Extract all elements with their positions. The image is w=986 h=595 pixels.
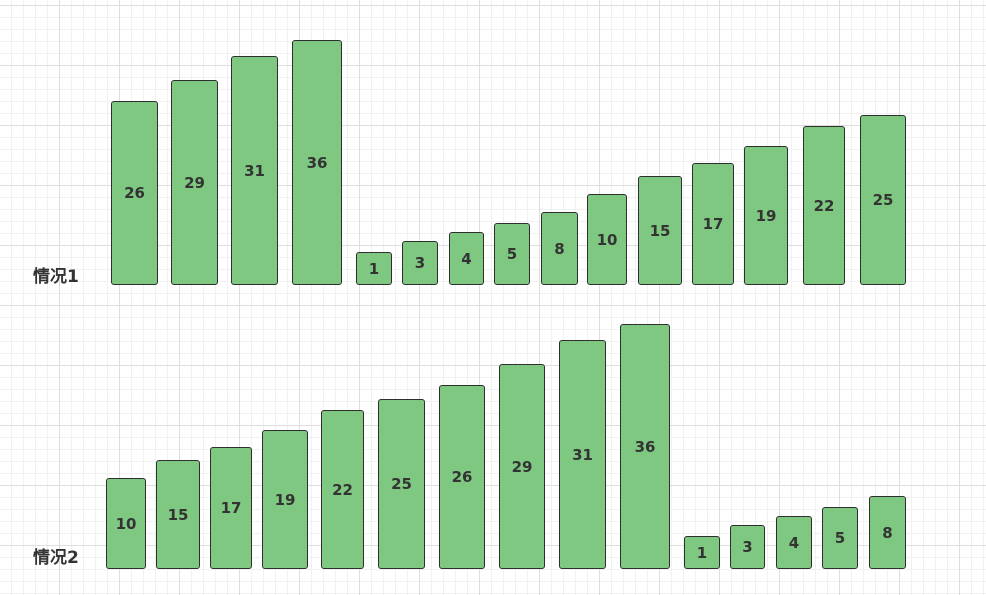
case-2-bar-4: 19 [262, 430, 308, 569]
bar-value-label: 10 [115, 514, 137, 533]
bar-value-label: 1 [368, 259, 380, 278]
case-1-bar-2: 29 [171, 80, 218, 285]
bar-value-label: 31 [244, 161, 265, 180]
case-1-bar-4: 36 [292, 40, 342, 285]
bar-value-label: 15 [649, 221, 671, 240]
bar-value-label: 4 [788, 533, 800, 552]
bar-value-label: 5 [834, 529, 846, 547]
bar-value-label: 25 [391, 475, 412, 493]
case-2-bar-15: 8 [869, 496, 906, 569]
case-1-label: 情况1 [33, 267, 79, 287]
case-2-bar-12: 3 [730, 525, 765, 569]
case-2-bar-3: 17 [210, 447, 252, 569]
case-1-bar-3: 31 [231, 56, 278, 285]
bar-value-label: 4 [461, 249, 472, 268]
bar-value-label: 26 [451, 468, 473, 486]
bar-value-label: 17 [702, 215, 724, 233]
bar-value-label: 29 [511, 457, 533, 476]
case-2-label: 情况2 [33, 548, 79, 568]
case-2-bar-14: 5 [822, 507, 858, 569]
case-2-bar-8: 29 [499, 364, 545, 569]
case-1-bar-12: 17 [692, 163, 734, 285]
bar-value-label: 5 [506, 245, 518, 263]
case-2-bar-10: 36 [620, 324, 670, 569]
case-2-bar-2: 15 [156, 460, 200, 569]
case-1-bar-9: 8 [541, 212, 578, 285]
case-1-bar-15: 25 [860, 115, 906, 285]
bar-value-label: 8 [554, 239, 565, 258]
bar-value-label: 22 [332, 480, 353, 499]
case-1-bar-13: 19 [744, 146, 788, 285]
bar-value-label: 3 [414, 254, 426, 272]
case-2-bar-6: 25 [378, 399, 425, 569]
case-2-bar-11: 1 [684, 536, 720, 569]
case-1-bar-8: 5 [494, 223, 530, 285]
case-2-bar-13: 4 [776, 516, 812, 569]
case-2-bar-7: 26 [439, 385, 485, 569]
bar-value-label: 19 [755, 206, 777, 225]
bar-value-label: 3 [742, 538, 753, 556]
bar-value-label: 1 [696, 543, 708, 562]
bar-value-label: 8 [882, 523, 893, 542]
case-1-bar-1: 26 [111, 101, 158, 285]
bar-value-label: 15 [167, 505, 189, 524]
case-1-bar-11: 15 [638, 176, 682, 285]
bar-value-label: 17 [220, 499, 242, 517]
case-2-bar-1: 10 [106, 478, 146, 569]
case-1-bar-6: 3 [402, 241, 438, 285]
bar-value-label: 36 [306, 153, 328, 172]
bar-value-label: 25 [872, 191, 894, 209]
bar-value-label: 36 [634, 437, 656, 456]
bar-value-label: 31 [572, 445, 593, 464]
case-1-bar-14: 22 [803, 126, 845, 285]
bar-value-label: 26 [124, 184, 145, 202]
case-1-bar-5: 1 [356, 252, 392, 285]
case-2-bar-9: 31 [559, 340, 606, 569]
bar-value-label: 22 [813, 196, 835, 215]
bar-value-label: 29 [184, 173, 205, 192]
case-1-bar-10: 10 [587, 194, 627, 285]
bar-value-label: 19 [274, 490, 296, 509]
bar-value-label: 10 [596, 230, 618, 249]
case-1-bar-7: 4 [449, 232, 484, 285]
case-2-bar-5: 22 [321, 410, 364, 569]
